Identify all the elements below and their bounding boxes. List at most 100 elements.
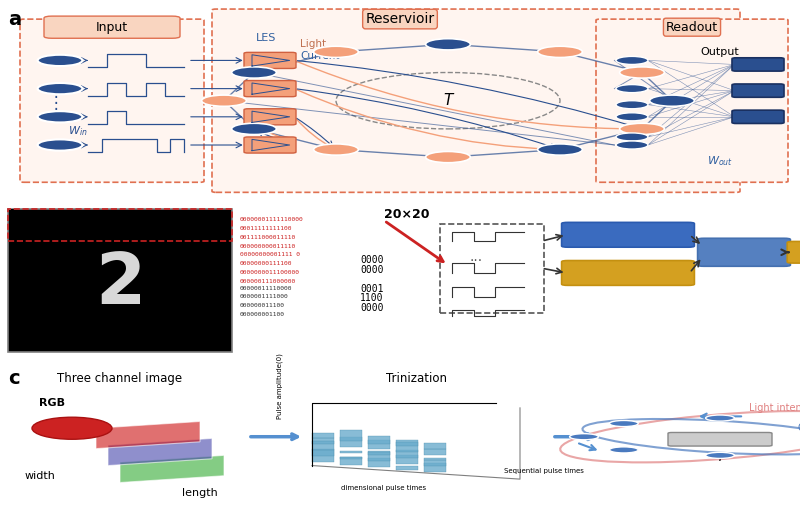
Circle shape <box>616 141 648 149</box>
Text: Readout: Readout <box>666 21 718 34</box>
Text: Output: Output <box>701 47 739 57</box>
Bar <box>396 443 418 452</box>
Text: Sequential pulse times: Sequential pulse times <box>504 467 584 474</box>
Text: 001111000011110: 001111000011110 <box>240 235 296 240</box>
Circle shape <box>232 67 277 78</box>
Bar <box>424 436 446 448</box>
FancyBboxPatch shape <box>668 432 772 446</box>
FancyBboxPatch shape <box>244 52 296 68</box>
Text: ⋮: ⋮ <box>48 94 64 112</box>
Polygon shape <box>108 438 212 465</box>
Circle shape <box>706 415 734 421</box>
Circle shape <box>38 55 82 66</box>
Bar <box>340 445 362 453</box>
Circle shape <box>616 85 648 93</box>
Text: RGB: RGB <box>39 398 65 408</box>
Text: 000000000011110: 000000000011110 <box>240 243 296 249</box>
Circle shape <box>706 452 734 458</box>
Bar <box>312 447 334 450</box>
Bar <box>368 463 390 467</box>
Text: 0000000011100000: 0000000011100000 <box>240 270 300 275</box>
Circle shape <box>619 123 664 135</box>
Circle shape <box>650 95 694 107</box>
Text: 0000: 0000 <box>360 265 383 275</box>
Text: 00000011110000: 00000011110000 <box>240 286 293 290</box>
Text: Read
out: Read out <box>728 242 760 263</box>
Bar <box>8 209 232 241</box>
Bar <box>340 444 362 447</box>
Text: 00011111111100: 00011111111100 <box>240 226 293 231</box>
FancyBboxPatch shape <box>732 58 784 71</box>
Text: EPSB: EPSB <box>610 267 646 279</box>
FancyBboxPatch shape <box>787 242 800 263</box>
FancyBboxPatch shape <box>562 261 694 285</box>
Bar <box>424 447 446 455</box>
Bar <box>424 464 446 466</box>
FancyBboxPatch shape <box>244 109 296 125</box>
Bar <box>396 447 418 458</box>
FancyBboxPatch shape <box>562 223 694 247</box>
Text: 2: 2 <box>95 250 145 319</box>
Text: Input: Input <box>96 21 128 34</box>
Bar <box>368 436 390 444</box>
Text: b: b <box>8 209 22 228</box>
Circle shape <box>538 144 582 155</box>
Circle shape <box>426 152 470 163</box>
Text: 1100: 1100 <box>360 294 383 303</box>
Text: 0000001111000: 0000001111000 <box>240 294 289 299</box>
Bar <box>312 440 334 444</box>
Bar <box>368 445 390 449</box>
Text: 00000001111110000: 00000001111110000 <box>240 217 304 222</box>
FancyBboxPatch shape <box>20 19 204 182</box>
Bar <box>8 209 232 352</box>
Text: Three channel image: Three channel image <box>58 372 182 385</box>
Text: EPSC: EPSC <box>610 228 646 241</box>
Text: Reservioir: Reservioir <box>366 12 434 26</box>
Text: 0000: 0000 <box>360 303 383 313</box>
FancyBboxPatch shape <box>732 110 784 123</box>
Bar <box>368 450 390 461</box>
Text: length: length <box>182 488 218 498</box>
Text: T: T <box>443 93 453 108</box>
Circle shape <box>610 447 638 453</box>
Bar <box>312 453 334 462</box>
Circle shape <box>616 133 648 141</box>
Bar <box>312 448 334 456</box>
Circle shape <box>610 420 638 427</box>
Circle shape <box>616 56 648 65</box>
Circle shape <box>202 95 246 107</box>
Polygon shape <box>120 455 224 482</box>
Text: Trinization: Trinization <box>386 372 446 385</box>
FancyBboxPatch shape <box>244 81 296 96</box>
Bar <box>340 461 362 465</box>
Text: 000000111000000: 000000111000000 <box>240 279 296 284</box>
Text: Light: Light <box>300 39 326 49</box>
Text: 0000: 0000 <box>360 255 383 265</box>
Text: width: width <box>25 471 55 481</box>
Bar <box>340 456 362 459</box>
Text: Current: Current <box>798 423 800 433</box>
Text: $W_{in}$: $W_{in}$ <box>68 124 87 138</box>
Text: c: c <box>8 369 20 388</box>
Bar <box>340 438 362 441</box>
Circle shape <box>38 111 82 122</box>
Circle shape <box>538 46 582 57</box>
FancyBboxPatch shape <box>44 16 180 38</box>
Circle shape <box>38 139 82 151</box>
Text: 0001: 0001 <box>360 284 383 294</box>
Bar <box>396 436 418 446</box>
Bar <box>368 444 390 455</box>
Text: 00000000111100: 00000000111100 <box>240 261 293 266</box>
FancyBboxPatch shape <box>244 137 296 153</box>
Circle shape <box>619 67 664 78</box>
Text: 00000000001111 0: 00000000001111 0 <box>240 252 300 257</box>
Circle shape <box>314 46 358 57</box>
Bar <box>312 434 334 438</box>
Text: ...: ... <box>470 250 482 264</box>
Text: Light intensity: Light intensity <box>749 403 800 413</box>
Bar <box>396 462 418 464</box>
Text: LES: LES <box>256 33 276 43</box>
Polygon shape <box>96 421 200 448</box>
Circle shape <box>38 83 82 94</box>
Text: dimensional pulse times: dimensional pulse times <box>342 484 426 491</box>
